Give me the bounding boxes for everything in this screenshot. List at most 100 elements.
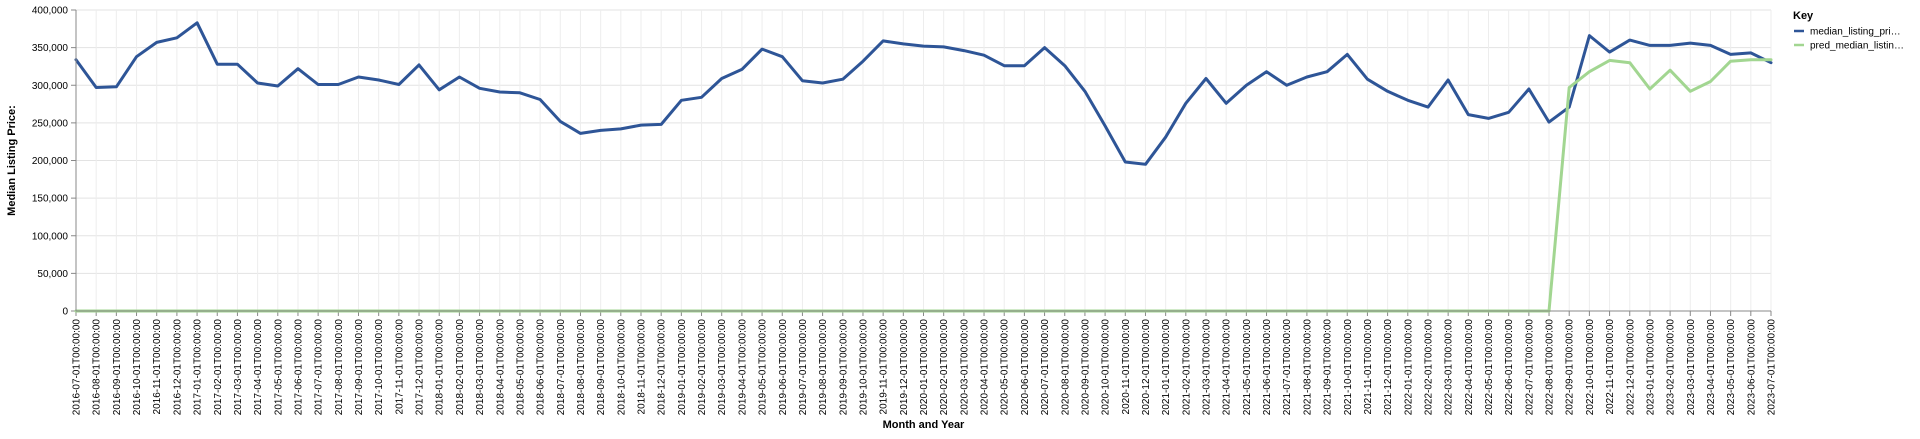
x-tick-label: 2018-12-01T00:00:00: [657, 319, 668, 416]
x-tick-label: 2022-06-01T00:00:00: [1504, 319, 1515, 416]
x-tick-label: 2017-10-01T00:00:00: [374, 319, 385, 416]
x-tick-label: 2018-11-01T00:00:00: [637, 319, 648, 415]
x-tick-label: 2016-11-01T00:00:00: [152, 319, 163, 415]
x-tick-label: 2022-02-01T00:00:00: [1423, 319, 1434, 416]
x-tick-label: 2020-01-01T00:00:00: [919, 319, 930, 416]
x-tick-label: 2020-09-01T00:00:00: [1080, 319, 1091, 416]
x-tick-label: 2016-09-01T00:00:00: [112, 319, 123, 416]
x-tick-label: 2020-12-01T00:00:00: [1141, 319, 1152, 416]
x-tick-label: 2023-01-01T00:00:00: [1645, 319, 1656, 416]
x-tick-label: 2020-07-01T00:00:00: [1040, 319, 1051, 416]
y-axis-ticks: 0 50,000 100,000 150,000 200,000 250,000 300,0…: [32, 6, 76, 318]
x-tick-label: 2020-05-01T00:00:00: [1000, 319, 1011, 416]
x-tick-label: 2019-05-01T00:00:00: [758, 319, 769, 416]
x-tick-label: 2017-12-01T00:00:00: [415, 319, 426, 416]
x-tick-label: 2023-04-01T00:00:00: [1706, 319, 1717, 416]
x-tick-label: 2022-04-01T00:00:00: [1464, 319, 1475, 416]
y-tick-label: 50,000: [37, 269, 68, 280]
x-tick-label: 2018-04-01T00:00:00: [495, 319, 506, 416]
x-tick-label: 2019-11-01T00:00:00: [879, 319, 890, 415]
legend-entries: median_listing_pri… pred_median_listin…: [1794, 27, 1904, 52]
y-tick-label: 100,000: [32, 231, 69, 242]
x-tick-label: 2021-01-01T00:00:00: [1161, 319, 1172, 416]
x-tick-label: 2018-02-01T00:00:00: [455, 319, 466, 416]
x-tick-label: 2020-03-01T00:00:00: [959, 319, 970, 416]
x-tick-label: 2017-09-01T00:00:00: [354, 319, 365, 416]
y-tick-label: 150,000: [32, 194, 69, 205]
x-tick-label: 2016-12-01T00:00:00: [172, 319, 183, 416]
x-tick-label: 2019-03-01T00:00:00: [717, 319, 728, 416]
x-tick-label: 2018-08-01T00:00:00: [576, 319, 587, 416]
x-tick-label: 2022-07-01T00:00:00: [1524, 319, 1535, 416]
x-tick-label: 2022-08-01T00:00:00: [1545, 319, 1556, 416]
x-tick-label: 2016-07-01T00:00:00: [72, 319, 83, 416]
x-tick-label: 2018-10-01T00:00:00: [616, 319, 627, 416]
x-tick-label: 2017-03-01T00:00:00: [233, 319, 244, 416]
legend-title: Key: [1793, 10, 1814, 22]
x-tick-label: 2019-09-01T00:00:00: [838, 319, 849, 416]
x-tick-label: 2019-04-01T00:00:00: [737, 319, 748, 416]
x-tick-label: 2022-03-01T00:00:00: [1444, 319, 1455, 416]
x-tick-label: 2017-02-01T00:00:00: [213, 319, 224, 416]
x-tick-label: 2017-11-01T00:00:00: [394, 319, 405, 415]
x-tick-label: 2023-07-01T00:00:00: [1767, 319, 1778, 416]
x-tick-label: 2022-12-01T00:00:00: [1625, 319, 1636, 416]
y-tick-label: 200,000: [32, 156, 69, 167]
legend-label: median_listing_pri…: [1810, 27, 1901, 38]
x-tick-label: 2022-10-01T00:00:00: [1585, 319, 1596, 416]
x-tick-label: 2018-09-01T00:00:00: [596, 319, 607, 416]
x-tick-label: 2019-10-01T00:00:00: [858, 319, 869, 416]
x-tick-label: 2023-03-01T00:00:00: [1686, 319, 1697, 416]
x-tick-label: 2021-11-01T00:00:00: [1363, 319, 1374, 415]
x-tick-label: 2018-06-01T00:00:00: [536, 319, 547, 416]
x-tick-label: 2018-01-01T00:00:00: [435, 319, 446, 416]
x-tick-label: 2021-10-01T00:00:00: [1343, 319, 1354, 416]
x-tick-label: 2020-08-01T00:00:00: [1060, 319, 1071, 416]
x-tick-label: 2021-05-01T00:00:00: [1242, 319, 1253, 416]
x-tick-label: 2018-07-01T00:00:00: [556, 319, 567, 416]
x-tick-label: 2021-12-01T00:00:00: [1383, 319, 1394, 416]
y-axis-title: Median Listing Price:: [6, 105, 18, 216]
x-tick-label: 2020-11-01T00:00:00: [1121, 319, 1132, 415]
x-tick-label: 2018-05-01T00:00:00: [515, 319, 526, 416]
x-tick-label: 2016-08-01T00:00:00: [92, 319, 103, 416]
x-tick-label: 2019-12-01T00:00:00: [899, 319, 910, 416]
y-tick-label: 400,000: [32, 6, 69, 17]
x-tick-label: 2017-06-01T00:00:00: [293, 319, 304, 416]
x-tick-label: 2017-07-01T00:00:00: [314, 319, 325, 416]
x-tick-label: 2023-02-01T00:00:00: [1666, 319, 1677, 416]
y-tick-label: 350,000: [32, 43, 69, 54]
y-tick-label: 250,000: [32, 118, 69, 129]
series-line-1: [74, 21, 1773, 166]
x-tick-label: 2021-08-01T00:00:00: [1302, 319, 1313, 416]
x-tick-label: 2020-02-01T00:00:00: [939, 319, 950, 416]
x-tick-label: 2019-02-01T00:00:00: [697, 319, 708, 416]
x-tick-label: 2017-08-01T00:00:00: [334, 319, 345, 416]
x-tick-label: 2019-07-01T00:00:00: [798, 319, 809, 416]
x-tick-label: 2021-04-01T00:00:00: [1222, 319, 1233, 416]
x-tick-label: 2020-10-01T00:00:00: [1101, 319, 1112, 416]
legend-label: pred_median_listin…: [1810, 41, 1904, 52]
x-tick-label: 2021-09-01T00:00:00: [1323, 319, 1334, 416]
y-tick-label: 0: [62, 307, 68, 318]
grid-lines: [75, 9, 1772, 312]
x-tick-label: 2020-04-01T00:00:00: [980, 319, 991, 416]
x-tick-label: 2019-06-01T00:00:00: [778, 319, 789, 416]
x-tick-label: 2020-06-01T00:00:00: [1020, 319, 1031, 416]
x-tick-label: 2021-07-01T00:00:00: [1282, 319, 1293, 416]
x-tick-label: 2019-01-01T00:00:00: [677, 319, 688, 416]
x-tick-label: 2022-11-01T00:00:00: [1605, 319, 1616, 415]
x-tick-label: 2023-06-01T00:00:00: [1746, 319, 1757, 416]
x-tick-label: 2017-01-01T00:00:00: [193, 319, 204, 416]
x-axis-ticks: 2016-07-01T00:00:00 2016-08-01T00:00:00 20…: [72, 311, 1778, 415]
x-tick-label: 2018-03-01T00:00:00: [475, 319, 486, 416]
x-tick-label: 2019-08-01T00:00:00: [818, 319, 829, 416]
x-tick-label: 2021-02-01T00:00:00: [1181, 319, 1192, 416]
x-tick-label: 2022-01-01T00:00:00: [1403, 319, 1414, 416]
x-tick-label: 2022-09-01T00:00:00: [1565, 319, 1576, 416]
x-axis-title: Month and Year: [883, 419, 965, 431]
x-tick-label: 2017-05-01T00:00:00: [273, 319, 284, 416]
x-tick-label: 2017-04-01T00:00:00: [253, 319, 264, 416]
